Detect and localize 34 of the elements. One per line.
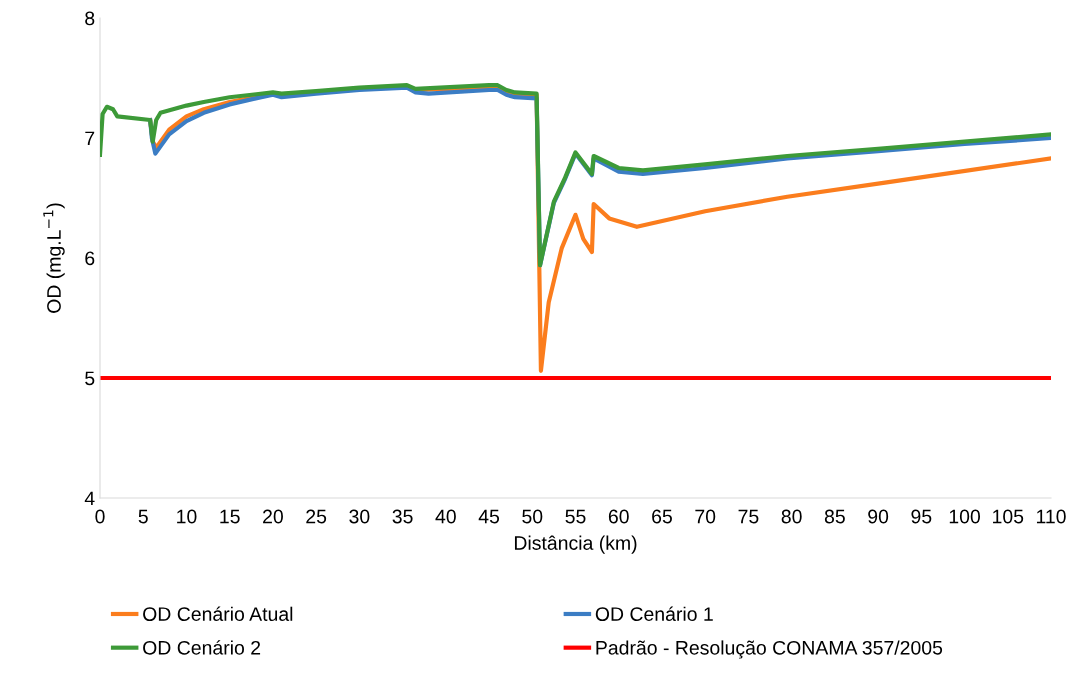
legend-label: OD Cenário Atual — [143, 606, 293, 621]
x-tick-label: 65 — [652, 509, 672, 524]
x-tick-label: 55 — [565, 509, 586, 524]
x-axis-title: Distância (km) — [514, 535, 637, 554]
x-tick-label: 15 — [220, 509, 240, 524]
x-tick-label: 100 — [949, 509, 981, 524]
x-tick-label: 0 — [95, 509, 105, 524]
x-tick-label: 60 — [608, 509, 629, 524]
x-tick-label: 5 — [138, 509, 148, 524]
y-tick-label: 6 — [85, 251, 95, 266]
x-tick-label: 85 — [824, 509, 845, 524]
legend-label: OD Cenário 1 — [595, 606, 713, 621]
x-tick-label: 95 — [911, 509, 932, 524]
x-tick-label: 30 — [349, 509, 370, 524]
x-tick-label: 45 — [478, 509, 500, 524]
x-tick-label: 50 — [522, 509, 543, 524]
x-tick-label: 90 — [868, 509, 889, 524]
legend-label: Padrão - Resolução CONAMA 357/2005 — [596, 640, 943, 659]
x-tick-label: 80 — [781, 509, 802, 524]
y-tick-label: 4 — [84, 491, 95, 506]
x-tick-label: 70 — [695, 509, 716, 524]
y-tick-label: 5 — [85, 371, 95, 386]
y-axis-title: OD (mg.L$^{−1}$) — [43, 203, 65, 313]
y-tick-label: 7 — [85, 131, 95, 146]
x-tick-label: 35 — [392, 509, 413, 524]
y-tick-label: 8 — [85, 11, 95, 26]
x-tick-label: 10 — [177, 509, 197, 524]
x-tick-label: 110 — [1036, 509, 1066, 524]
legend-label: OD Cenário 2 — [143, 640, 261, 655]
x-tick-label: 75 — [738, 509, 759, 524]
x-tick-label: 25 — [306, 509, 327, 524]
x-tick-label: 40 — [435, 509, 456, 524]
x-tick-label: 20 — [263, 509, 283, 524]
x-tick-label: 105 — [993, 509, 1024, 524]
